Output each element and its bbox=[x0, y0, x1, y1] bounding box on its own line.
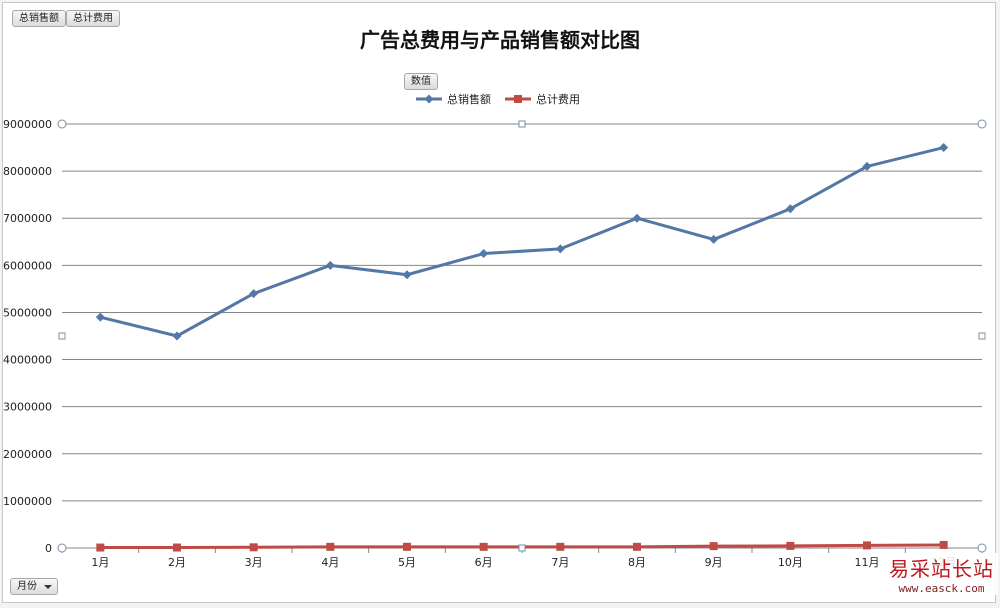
data-point bbox=[555, 244, 565, 254]
data-point bbox=[326, 542, 335, 551]
data-point bbox=[862, 161, 872, 171]
month-filter-dropdown[interactable]: 月份 bbox=[10, 578, 58, 595]
x-tick-label: 4月 bbox=[321, 556, 339, 569]
data-point bbox=[556, 542, 565, 551]
data-point bbox=[173, 543, 181, 552]
y-tick-label: 1000000 bbox=[3, 495, 52, 508]
y-tick-label: 0 bbox=[45, 542, 52, 555]
x-tick-label: 1月 bbox=[91, 556, 109, 569]
y-tick-label: 6000000 bbox=[3, 259, 52, 272]
data-point bbox=[633, 542, 641, 551]
x-tick-label: 8月 bbox=[628, 556, 646, 569]
x-tick-label: 9月 bbox=[705, 556, 723, 569]
data-point bbox=[939, 143, 949, 153]
y-tick-label: 2000000 bbox=[3, 448, 52, 461]
data-point bbox=[479, 542, 488, 551]
data-point bbox=[325, 260, 335, 270]
cost-field-button[interactable]: 总计费用 bbox=[66, 10, 120, 27]
data-point bbox=[632, 213, 642, 223]
data-point bbox=[249, 289, 259, 299]
chart-title: 广告总费用与产品销售额对比图 bbox=[360, 28, 640, 52]
resize-handle bbox=[58, 332, 66, 340]
chevron-down-icon[interactable] bbox=[44, 585, 52, 589]
data-point bbox=[249, 543, 258, 552]
data-point bbox=[786, 541, 795, 550]
resize-handle bbox=[978, 332, 986, 340]
resize-handle bbox=[57, 543, 67, 553]
data-point bbox=[479, 249, 489, 259]
y-tick-label: 3000000 bbox=[3, 401, 52, 414]
sales-field-button[interactable]: 总销售额 bbox=[12, 10, 66, 27]
legend-label: 总计费用 bbox=[536, 92, 580, 106]
month-filter-label: 月份 bbox=[17, 581, 37, 592]
x-tick-label: 11月 bbox=[855, 556, 880, 569]
y-tick-label: 7000000 bbox=[3, 212, 52, 225]
value-field-button[interactable]: 数值 bbox=[404, 73, 438, 90]
data-point bbox=[785, 204, 795, 214]
x-tick-label: 5月 bbox=[398, 556, 416, 569]
watermark-name: 易采站长站 bbox=[889, 557, 994, 581]
series-line-1 bbox=[99, 146, 945, 338]
data-point bbox=[172, 331, 182, 341]
y-tick-label: 8000000 bbox=[3, 165, 52, 178]
data-point bbox=[403, 542, 411, 551]
data-point bbox=[96, 543, 105, 552]
legend-marker bbox=[514, 95, 522, 103]
resize-handle bbox=[977, 543, 987, 553]
resize-handle bbox=[977, 119, 987, 129]
x-tick-label: 3月 bbox=[245, 556, 263, 569]
y-tick-label: 9000000 bbox=[3, 118, 52, 131]
legend-marker bbox=[424, 94, 434, 104]
data-point bbox=[95, 312, 105, 322]
legend-label: 总销售额 bbox=[447, 92, 491, 106]
resize-handle bbox=[518, 120, 526, 128]
x-tick-label: 6月 bbox=[475, 556, 493, 569]
watermark: 易采站长站 www.easck.com bbox=[885, 553, 998, 595]
y-tick-label: 4000000 bbox=[3, 354, 52, 367]
resize-handle bbox=[518, 544, 526, 552]
watermark-url: www.easck.com bbox=[898, 582, 985, 595]
y-tick-label: 5000000 bbox=[3, 306, 52, 319]
data-point bbox=[709, 234, 719, 244]
data-point bbox=[402, 270, 412, 280]
data-point bbox=[863, 541, 871, 550]
data-point bbox=[709, 542, 718, 551]
x-tick-label: 2月 bbox=[168, 556, 186, 569]
resize-handle bbox=[57, 119, 67, 129]
x-tick-label: 7月 bbox=[551, 556, 569, 569]
data-point bbox=[939, 540, 948, 549]
x-tick-label: 10月 bbox=[778, 556, 803, 569]
